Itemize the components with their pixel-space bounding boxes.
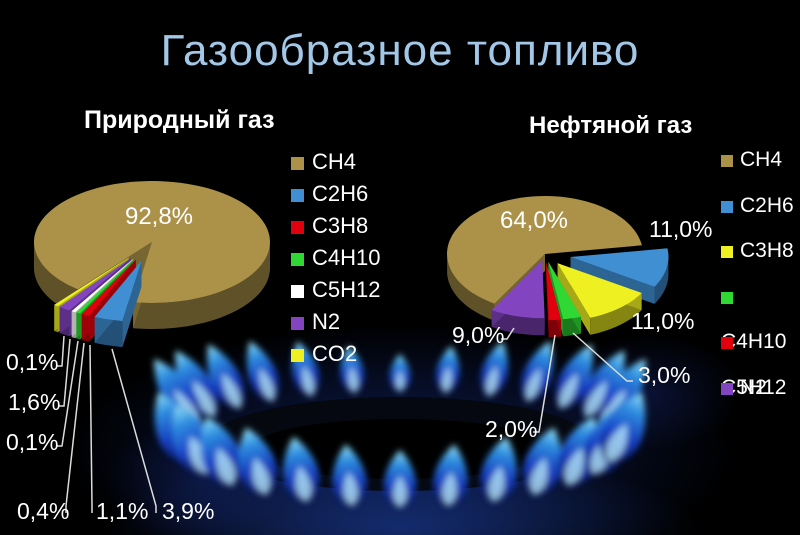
legend-label: CH4 <box>740 148 783 171</box>
legend-item: C5H12 <box>291 274 380 306</box>
legend-color-swatch <box>721 337 733 350</box>
pie-petroleum-gas <box>447 196 669 338</box>
pie-data-label: 2,0% <box>485 416 538 442</box>
legend-label: C5H12 <box>312 277 381 302</box>
flame-tongue <box>238 427 278 498</box>
legend-item: C3H8 <box>291 210 380 242</box>
legend-label: C3H8 <box>312 213 369 238</box>
right-legend: CH4 C2H6 C3H8 C4H10 C5H12 N2 <box>721 137 800 411</box>
legend-color-swatch <box>291 253 304 266</box>
legend-label: C5H12 <box>721 375 787 399</box>
legend-label: C3H8 <box>740 239 794 263</box>
pie-data-label: 64,0% <box>499 207 569 234</box>
legend-item: C4H10 <box>291 242 380 274</box>
flame-tongue <box>383 450 417 510</box>
legend-color-swatch <box>291 189 304 202</box>
pie-data-label: 92,8% <box>124 203 194 230</box>
legend-label: N2 <box>740 375 767 399</box>
legend-item: C2H6 <box>291 178 380 210</box>
legend-label: C2H6 <box>740 193 794 217</box>
legend-item: CH4 <box>291 146 380 178</box>
gas-flame-background <box>65 324 743 535</box>
flame-tongue <box>433 444 468 509</box>
legend-label: CO2 <box>312 341 358 366</box>
left-legend: CH4 C2H6 C3H8 C4H10 C5H12 N2 CO2 <box>291 146 380 370</box>
legend-color-swatch <box>291 285 304 298</box>
right-chart-title: Нефтяной газ <box>529 112 693 139</box>
legend-label: C4H10 <box>312 245 381 270</box>
legend-item: C2H6 <box>721 183 800 229</box>
flame-tongue <box>389 354 411 394</box>
legend-color-swatch <box>291 221 304 234</box>
flame-tongue <box>480 341 508 399</box>
legend-item: C3H8 <box>721 228 800 274</box>
flame-tongue <box>200 416 243 488</box>
legend-color-swatch <box>291 157 304 170</box>
flame-tongue <box>554 344 593 411</box>
flame-tongue <box>332 444 367 509</box>
legend-item: C4H10 <box>721 274 800 353</box>
legend-label: CH4 <box>312 149 357 174</box>
leader-lines <box>56 327 633 513</box>
legend-color-swatch <box>721 246 733 259</box>
pie-data-label: 3,0% <box>638 362 691 388</box>
flame-tongue <box>175 350 219 419</box>
legend-label: N2 <box>312 309 341 334</box>
slide-title: Газообразное топливо <box>160 26 640 75</box>
pie-data-label: 1,1% <box>96 498 149 524</box>
pie-data-label: 0,1% <box>6 349 59 375</box>
legend-item: CO2 <box>291 338 380 370</box>
flame-tongue <box>247 341 279 404</box>
legend-color-swatch <box>721 200 733 213</box>
pie-data-label: 0,4% <box>17 498 70 524</box>
pie-data-label: 0,1% <box>6 429 59 455</box>
legend-color-swatch <box>721 291 733 304</box>
legend-label: C4H10 <box>721 330 787 354</box>
pie-data-label: 9,0% <box>452 322 505 348</box>
flame-tongue <box>480 436 517 505</box>
legend-item: C5H12 <box>721 319 800 399</box>
left-chart-title: Природный газ <box>84 106 275 134</box>
flame-tongue <box>435 345 460 396</box>
pie-data-label: 3,9% <box>162 498 215 524</box>
flame-tongue <box>521 341 553 404</box>
legend-color-swatch <box>291 349 304 362</box>
legend-label: C2H6 <box>312 181 369 206</box>
pie-data-label: 11,0% <box>649 216 713 242</box>
pie-data-label: 1,6% <box>8 389 61 415</box>
flame-tongue <box>599 392 646 465</box>
legend-item: CH4 <box>721 137 800 183</box>
legend-item: N2 <box>721 365 800 411</box>
flame-tongue <box>283 436 320 505</box>
legend-item: N2 <box>291 306 380 338</box>
flame-tongue <box>522 427 562 498</box>
legend-color-swatch <box>291 317 304 330</box>
legend-color-swatch <box>721 155 733 167</box>
pie-natural-gas <box>34 181 270 348</box>
legend-color-swatch <box>721 382 733 395</box>
flame-tongue <box>581 350 625 419</box>
flame-tongue <box>340 345 365 396</box>
pie-data-label: 11,0% <box>631 308 695 334</box>
